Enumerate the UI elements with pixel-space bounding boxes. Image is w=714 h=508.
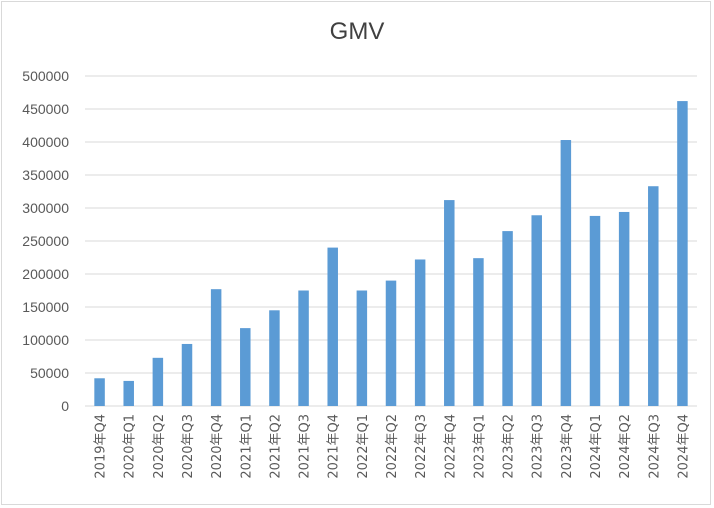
x-tick-label: 2020年Q3 — [181, 414, 196, 479]
bar — [589, 215, 601, 406]
bar — [473, 258, 484, 406]
x-tick-label: 2020年Q4 — [210, 414, 225, 479]
x-tick-label: 2020年Q1 — [123, 414, 138, 479]
x-tick-label: 2024年Q1 — [589, 414, 604, 479]
bar — [181, 343, 193, 406]
y-tick-label: 350000 — [22, 167, 69, 183]
bar — [560, 140, 572, 406]
bar — [618, 211, 630, 406]
x-tick-label: 2023年Q4 — [560, 414, 575, 479]
y-tick-label: 300000 — [22, 200, 69, 216]
x-tick-label: 2020年Q2 — [152, 414, 167, 479]
x-tick-label: 2024年Q3 — [647, 414, 662, 479]
x-tick-label: 2021年Q1 — [239, 414, 254, 479]
bar — [298, 290, 309, 406]
bar — [385, 280, 397, 406]
x-tick-label: 2023年Q3 — [531, 414, 546, 479]
y-tick-label: 100000 — [22, 332, 69, 348]
y-tick-label: 0 — [61, 398, 69, 414]
bar — [502, 231, 513, 406]
x-tick-label: 2024年Q2 — [618, 414, 633, 479]
bar — [444, 200, 455, 406]
bar — [531, 215, 542, 406]
x-tick-label: 2022年Q1 — [356, 414, 371, 479]
x-tick-label: 2023年Q1 — [472, 414, 487, 479]
x-tick-label: 2021年Q4 — [327, 414, 342, 479]
bar — [94, 378, 105, 406]
bar — [327, 247, 338, 406]
bar — [152, 357, 164, 406]
y-tick-label: 50000 — [30, 365, 69, 381]
x-tick-label: 2022年Q2 — [385, 414, 400, 479]
x-tick-label: 2021年Q3 — [298, 414, 313, 479]
y-tick-label: 150000 — [22, 299, 69, 315]
y-tick-label: 500000 — [22, 68, 69, 84]
x-tick-label: 2022年Q4 — [443, 414, 458, 479]
bar — [356, 290, 368, 406]
x-tick-label: 2019年Q4 — [94, 414, 109, 479]
y-tick-label: 450000 — [22, 101, 69, 117]
bar — [240, 328, 251, 406]
x-tick-label: 2022年Q3 — [414, 414, 429, 479]
y-tick-label: 200000 — [22, 266, 69, 282]
bar — [210, 289, 222, 406]
x-axis-ticks: 2019年Q4 2020年Q1 2020年Q2 2020年Q3 2020年Q4 2021年… — [94, 414, 692, 479]
y-tick-label: 250000 — [22, 233, 69, 249]
chart-title: GMV — [329, 18, 385, 45]
y-axis-ticks: 0 50000 100000 150000 200000 250000 300000 3500… — [22, 68, 69, 414]
x-tick-label: 2024年Q4 — [676, 414, 691, 479]
bars — [94, 101, 688, 406]
bar — [648, 186, 659, 406]
x-tick-label: 2021年Q2 — [268, 414, 283, 479]
bar — [269, 310, 280, 406]
x-tick-label: 2023年Q2 — [502, 414, 517, 479]
bar — [677, 101, 688, 406]
bar — [414, 259, 426, 406]
y-tick-label: 400000 — [22, 134, 69, 150]
bar — [123, 380, 134, 406]
